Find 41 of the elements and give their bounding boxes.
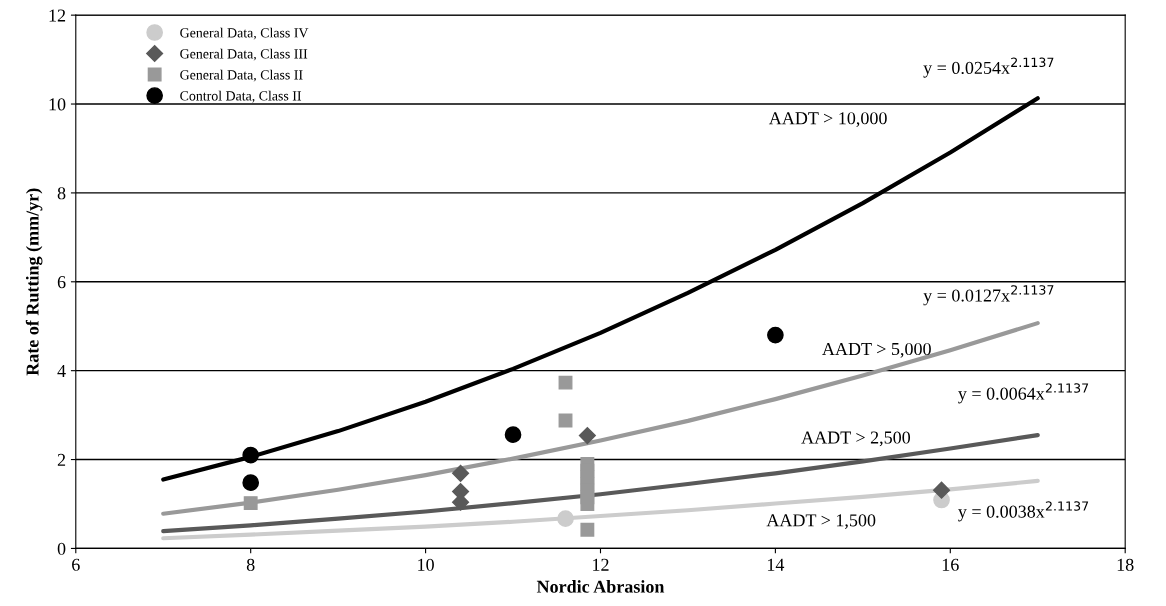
x-tick-label: 10 <box>418 558 434 571</box>
x-tick-label: 6 <box>72 558 80 571</box>
legend-label: Control Data, Class II <box>180 90 302 103</box>
annotation: y = 0.0038x$^{2.1137}$ <box>958 501 1089 522</box>
point <box>558 413 573 428</box>
y-tick-label: 12 <box>49 9 66 22</box>
legend-label: General Data, Class IV <box>180 27 309 40</box>
x-tick-label: 12 <box>593 558 609 571</box>
point <box>452 464 470 482</box>
legend-label: General Data, Class III <box>180 48 308 61</box>
point <box>504 426 522 443</box>
annotation: y = 0.0064x$^{2.1137}$ <box>958 383 1089 404</box>
annotation: y = 0.0127x$^{2.1137}$ <box>923 285 1054 306</box>
point <box>557 510 574 527</box>
y-tick-label: 10 <box>49 98 66 111</box>
annotation: y = 0.0254x$^{2.1137}$ <box>923 57 1054 78</box>
point <box>578 427 596 445</box>
point <box>932 481 951 499</box>
point <box>580 497 595 511</box>
point <box>580 522 595 537</box>
x-axis-title: Nordic Abrasion <box>536 580 665 593</box>
annotation: AADT > 10,000 <box>768 112 887 127</box>
x-tick-label: 16 <box>942 558 959 571</box>
legend-label: General Data, Class II <box>180 69 303 82</box>
x-tick-label: 14 <box>767 558 785 571</box>
point <box>558 375 573 390</box>
y-tick-label: 8 <box>57 187 66 200</box>
y-tick-label: 0 <box>57 542 66 555</box>
point <box>242 474 260 491</box>
annotation: AADT > 2,500 <box>801 431 911 447</box>
x-tick-label: 8 <box>246 558 255 571</box>
y-tick-label: 4 <box>57 365 66 377</box>
point <box>243 496 258 511</box>
y-tick-label: 6 <box>57 276 66 289</box>
point <box>767 326 784 344</box>
y-tick-label: 2 <box>57 453 66 466</box>
x-tick-label: 18 <box>1117 558 1134 571</box>
y-axis-title: Rate of Rutting (mm/yr) <box>25 188 43 376</box>
point <box>242 446 260 464</box>
annotation: AADT > 5,000 <box>822 342 931 358</box>
annotation: AADT > 1,500 <box>766 514 876 529</box>
